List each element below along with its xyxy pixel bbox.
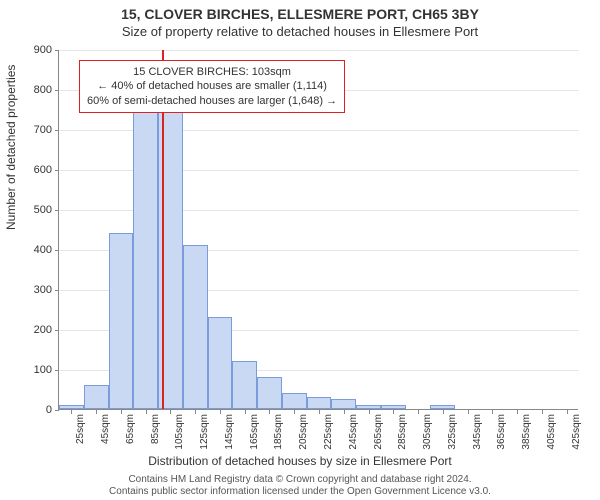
xtick-mark — [96, 410, 97, 414]
xtick-mark — [418, 410, 419, 414]
xtick-label: 365sqm — [496, 414, 507, 450]
xtick-label: 25sqm — [75, 414, 86, 444]
xtick-label: 65sqm — [125, 414, 136, 444]
ytick-mark — [55, 90, 59, 91]
xtick-label: 265sqm — [373, 414, 384, 450]
footer-line-1: Contains HM Land Registry data © Crown c… — [0, 474, 600, 486]
xtick-mark — [220, 410, 221, 414]
xtick-mark — [294, 410, 295, 414]
xtick-label: 145sqm — [224, 414, 235, 450]
chart-title: 15, CLOVER BIRCHES, ELLESMERE PORT, CH65… — [0, 0, 600, 22]
xtick-mark — [170, 410, 171, 414]
plot-region: 010020030040050060070080090025sqm45sqm65… — [58, 50, 578, 410]
grid-line — [59, 50, 579, 51]
xtick-mark — [369, 410, 370, 414]
histogram-bar — [282, 393, 307, 409]
xtick-label: 245sqm — [348, 414, 359, 450]
xtick-mark — [517, 410, 518, 414]
xtick-label: 105sqm — [174, 414, 185, 450]
y-axis-label: Number of detached properties — [4, 65, 18, 230]
chart-area: 010020030040050060070080090025sqm45sqm65… — [58, 50, 578, 410]
xtick-mark — [121, 410, 122, 414]
xtick-mark — [319, 410, 320, 414]
ytick-label: 400 — [22, 244, 52, 256]
ytick-label: 900 — [22, 44, 52, 56]
ytick-label: 100 — [22, 364, 52, 376]
xtick-label: 285sqm — [397, 414, 408, 450]
ytick-mark — [55, 50, 59, 51]
ytick-label: 300 — [22, 284, 52, 296]
annotation-line: 15 CLOVER BIRCHES: 103sqm — [87, 65, 337, 79]
xtick-mark — [468, 410, 469, 414]
xtick-label: 305sqm — [422, 414, 433, 450]
xtick-label: 225sqm — [323, 414, 334, 450]
histogram-bar — [331, 399, 356, 409]
histogram-bar — [208, 317, 233, 409]
histogram-bar — [430, 405, 455, 409]
ytick-mark — [55, 210, 59, 211]
chart-subtitle: Size of property relative to detached ho… — [0, 22, 600, 39]
xtick-mark — [492, 410, 493, 414]
xtick-label: 385sqm — [521, 414, 532, 450]
x-axis-label: Distribution of detached houses by size … — [0, 454, 600, 468]
ytick-mark — [55, 410, 59, 411]
ytick-label: 700 — [22, 124, 52, 136]
ytick-mark — [55, 250, 59, 251]
xtick-label: 85sqm — [150, 414, 161, 444]
xtick-label: 405sqm — [546, 414, 557, 450]
ytick-label: 500 — [22, 204, 52, 216]
xtick-label: 205sqm — [298, 414, 309, 450]
ytick-mark — [55, 290, 59, 291]
ytick-mark — [55, 370, 59, 371]
ytick-mark — [55, 170, 59, 171]
annotation-line: 60% of semi-detached houses are larger (… — [87, 94, 337, 108]
histogram-bar — [133, 109, 158, 409]
histogram-bar — [356, 405, 381, 409]
ytick-mark — [55, 330, 59, 331]
histogram-bar — [84, 385, 109, 409]
xtick-label: 325sqm — [447, 414, 458, 450]
xtick-mark — [344, 410, 345, 414]
histogram-bar — [109, 233, 134, 409]
ytick-label: 600 — [22, 164, 52, 176]
footer: Contains HM Land Registry data © Crown c… — [0, 474, 600, 498]
xtick-label: 125sqm — [199, 414, 210, 450]
histogram-bar — [232, 361, 257, 409]
xtick-mark — [195, 410, 196, 414]
xtick-mark — [269, 410, 270, 414]
ytick-label: 0 — [22, 404, 52, 416]
xtick-mark — [393, 410, 394, 414]
xtick-label: 165sqm — [249, 414, 260, 450]
xtick-label: 345sqm — [472, 414, 483, 450]
ytick-label: 800 — [22, 84, 52, 96]
ytick-label: 200 — [22, 324, 52, 336]
histogram-bar — [183, 245, 208, 409]
xtick-label: 185sqm — [273, 414, 284, 450]
histogram-bar — [307, 397, 332, 409]
xtick-mark — [567, 410, 568, 414]
ytick-mark — [55, 130, 59, 131]
xtick-mark — [443, 410, 444, 414]
xtick-mark — [146, 410, 147, 414]
footer-line-2: Contains public sector information licen… — [0, 486, 600, 498]
xtick-mark — [542, 410, 543, 414]
chart-container: 15, CLOVER BIRCHES, ELLESMERE PORT, CH65… — [0, 0, 600, 500]
xtick-mark — [245, 410, 246, 414]
xtick-mark — [71, 410, 72, 414]
xtick-label: 425sqm — [571, 414, 582, 450]
histogram-bar — [381, 405, 406, 409]
histogram-bar — [59, 405, 84, 409]
xtick-label: 45sqm — [100, 414, 111, 444]
histogram-bar — [257, 377, 282, 409]
annotation-box: 15 CLOVER BIRCHES: 103sqm← 40% of detach… — [79, 60, 345, 113]
annotation-line: ← 40% of detached houses are smaller (1,… — [87, 79, 337, 93]
